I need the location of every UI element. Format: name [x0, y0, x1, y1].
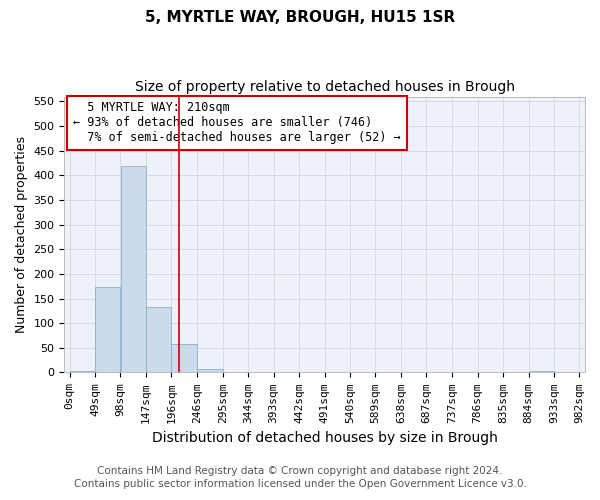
Title: Size of property relative to detached houses in Brough: Size of property relative to detached ho… — [134, 80, 515, 94]
Bar — [529, 371, 554, 372]
X-axis label: Distribution of detached houses by size in Brough: Distribution of detached houses by size … — [152, 431, 497, 445]
Bar — [70, 371, 95, 372]
Bar — [146, 307, 171, 372]
Text: Contains public sector information licensed under the Open Government Licence v3: Contains public sector information licen… — [74, 479, 526, 489]
Bar — [121, 166, 146, 372]
Y-axis label: Number of detached properties: Number of detached properties — [15, 136, 28, 333]
Bar — [197, 368, 223, 372]
Text: 5, MYRTLE WAY, BROUGH, HU15 1SR: 5, MYRTLE WAY, BROUGH, HU15 1SR — [145, 10, 455, 25]
Text: Contains HM Land Registry data © Crown copyright and database right 2024.: Contains HM Land Registry data © Crown c… — [97, 466, 503, 476]
Bar — [172, 344, 197, 372]
Bar — [95, 287, 121, 372]
Text: 5 MYRTLE WAY: 210sqm
← 93% of detached houses are smaller (746)
  7% of semi-det: 5 MYRTLE WAY: 210sqm ← 93% of detached h… — [73, 102, 401, 144]
